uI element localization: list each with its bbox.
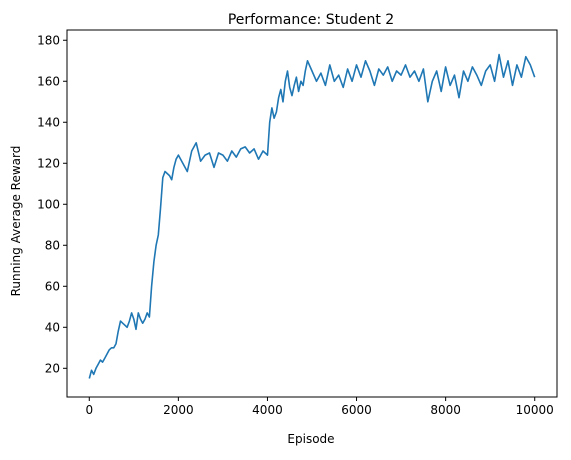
x-axis-label: Episode	[287, 432, 334, 446]
axis-ticks: 0 2000 4000 6000 8000 10000 20 40 60 80 100 120 140 1…	[37, 33, 554, 417]
x-tick-label: 10000	[516, 403, 554, 417]
x-tick-label: 2000	[163, 403, 194, 417]
y-tick-label: 60	[45, 279, 60, 293]
x-tick-label: 4000	[252, 403, 283, 417]
plot-area	[88, 53, 536, 379]
y-tick-label: 120	[37, 156, 60, 170]
x-tick-label: 0	[85, 403, 93, 417]
chart-title: Performance: Student 2	[228, 12, 394, 28]
y-tick-label: 140	[37, 115, 60, 129]
y-tick-label: 20	[45, 361, 60, 375]
y-tick-label: 80	[45, 238, 60, 252]
x-tick-label: 8000	[430, 403, 461, 417]
plot-frame	[66, 29, 558, 398]
series-line-0	[88, 53, 536, 379]
y-tick-label: 180	[37, 33, 60, 47]
y-tick-label: 160	[37, 74, 60, 88]
y-tick-label: 100	[37, 197, 60, 211]
y-axis-label: Running Average Reward	[9, 146, 23, 297]
x-tick-label: 6000	[341, 403, 372, 417]
y-tick-label: 40	[45, 320, 60, 334]
